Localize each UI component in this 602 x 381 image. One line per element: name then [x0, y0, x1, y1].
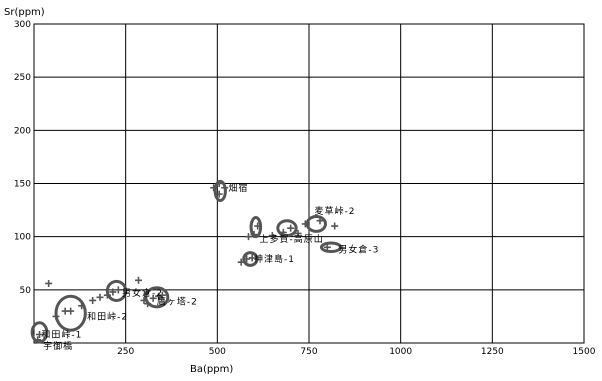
- data-point: [221, 184, 229, 192]
- data-point: [287, 224, 295, 232]
- grid-lines: [33, 23, 585, 344]
- y-tick-label: 200: [14, 126, 31, 136]
- point-label: 畑宿: [228, 182, 248, 194]
- x-axis-ticks: 250 500 750 1000 1250 1500: [117, 347, 596, 357]
- data-point: [237, 258, 245, 266]
- data-point: [245, 233, 252, 241]
- data-point: [45, 279, 53, 287]
- data-point: [140, 296, 148, 304]
- data-point: [301, 220, 309, 228]
- data-point: [67, 307, 75, 315]
- data-point: [36, 330, 43, 338]
- data-point: [215, 190, 223, 198]
- y-tick-label: 100: [14, 233, 31, 243]
- data-point: [103, 291, 111, 299]
- y-tick-label: 50: [20, 286, 32, 296]
- cluster-ellipse: [319, 241, 343, 254]
- cluster-ellipse: [305, 214, 328, 233]
- point-label: 男女倉-2: [122, 287, 163, 299]
- data-point: [331, 222, 339, 230]
- point-label: 男女倉-3: [338, 243, 379, 255]
- y-tick-label: 150: [14, 180, 31, 190]
- point-label: 和田峠-1: [41, 328, 82, 340]
- x-tick-label: 250: [117, 347, 134, 357]
- data-point: [34, 336, 42, 344]
- y-tick-label: 300: [14, 20, 31, 30]
- data-point: [294, 229, 302, 237]
- data-point: [250, 231, 258, 239]
- data-point: [96, 293, 104, 301]
- data-point: [78, 302, 86, 310]
- cluster-ellipses: [30, 179, 343, 344]
- x-axis-title: Ba(ppm): [190, 364, 233, 375]
- point-label: 上多賀-高原山: [260, 233, 324, 245]
- point-label: 鷹ヶ塔-2: [157, 296, 198, 308]
- cluster-ellipse: [30, 321, 49, 344]
- x-tick-label: 1250: [481, 347, 504, 357]
- data-point: [89, 296, 97, 304]
- data-point: [114, 286, 122, 294]
- data-point: [158, 291, 166, 299]
- data-point: [243, 255, 251, 263]
- cluster-ellipse: [144, 286, 170, 309]
- data-point: [109, 288, 117, 296]
- point-label: 神津島-1: [254, 253, 295, 265]
- x-tick-label: 1000: [389, 347, 412, 357]
- data-point: [135, 276, 142, 284]
- x-tick-label: 750: [300, 347, 317, 357]
- data-point: [149, 294, 157, 302]
- data-point: [215, 180, 223, 187]
- data-point: [323, 243, 331, 251]
- point-label: 宇御橋: [43, 340, 73, 352]
- data-point: [268, 232, 276, 240]
- y-tick-label: 250: [14, 73, 31, 83]
- cluster-ellipse: [249, 216, 263, 239]
- cluster-ellipse: [276, 219, 298, 238]
- x-tick-label: 500: [209, 347, 226, 357]
- data-point: [279, 228, 287, 236]
- point-label: 和田峠-2: [87, 310, 128, 322]
- y-axis-title: Sr(ppm): [4, 7, 45, 18]
- cluster-ellipse: [105, 279, 128, 302]
- point-label: 麦草峠-2: [315, 205, 356, 217]
- data-point: [254, 222, 262, 230]
- data-point: [155, 292, 163, 300]
- data-point: [210, 184, 218, 192]
- data-point: [316, 217, 324, 225]
- data-points: [34, 180, 339, 344]
- data-point: [52, 312, 60, 320]
- x-tick-label: 1500: [573, 347, 596, 357]
- y-axis-ticks: 50 100 150 200 250 300: [14, 20, 31, 296]
- data-point: [144, 300, 152, 308]
- data-point: [248, 254, 256, 262]
